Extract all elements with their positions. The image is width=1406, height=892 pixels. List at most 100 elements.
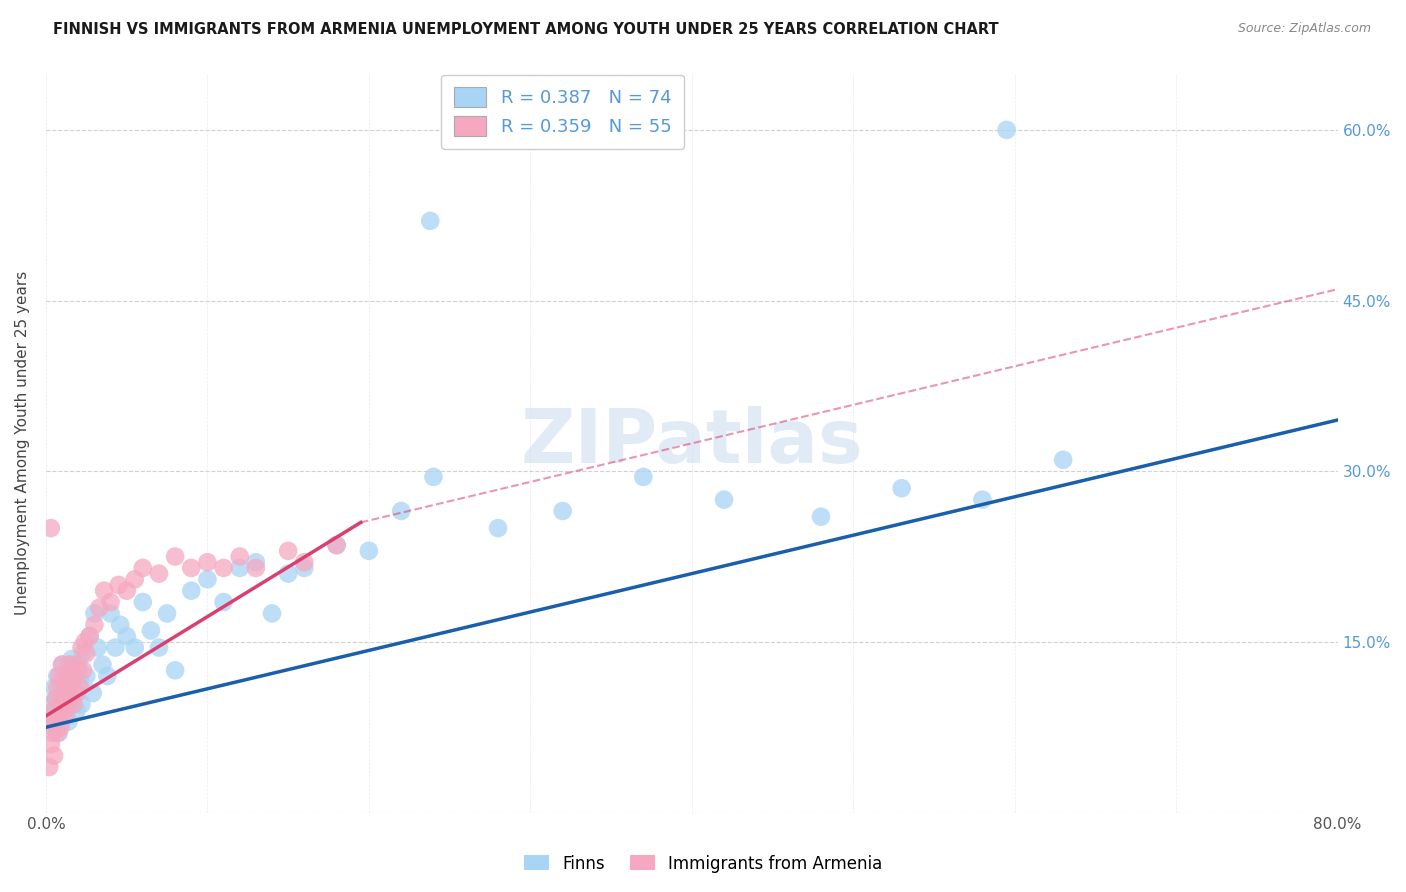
Point xyxy=(107,578,129,592)
Point xyxy=(124,572,146,586)
Point xyxy=(132,561,155,575)
Point xyxy=(110,617,132,632)
Point xyxy=(419,214,441,228)
Point xyxy=(70,698,93,712)
Point xyxy=(58,681,80,695)
Point xyxy=(45,691,67,706)
Point xyxy=(67,657,90,672)
Legend: Finns, Immigrants from Armenia: Finns, Immigrants from Armenia xyxy=(517,848,889,880)
Point xyxy=(56,698,79,712)
Legend: R = 0.387   N = 74, R = 0.359   N = 55: R = 0.387 N = 74, R = 0.359 N = 55 xyxy=(441,75,685,149)
Point xyxy=(59,674,82,689)
Text: Source: ZipAtlas.com: Source: ZipAtlas.com xyxy=(1237,22,1371,36)
Point xyxy=(75,669,97,683)
Point xyxy=(39,737,62,751)
Point xyxy=(277,544,299,558)
Point xyxy=(56,681,79,695)
Point xyxy=(52,674,75,689)
Point xyxy=(62,698,84,712)
Point xyxy=(39,698,62,712)
Point xyxy=(115,583,138,598)
Point xyxy=(633,470,655,484)
Point xyxy=(66,686,89,700)
Point xyxy=(60,691,83,706)
Point xyxy=(810,509,832,524)
Point xyxy=(59,691,82,706)
Point xyxy=(67,663,90,677)
Point xyxy=(165,549,187,564)
Point xyxy=(70,640,93,655)
Point xyxy=(38,760,60,774)
Point xyxy=(245,561,267,575)
Point xyxy=(48,708,70,723)
Point xyxy=(48,669,70,683)
Point xyxy=(73,635,96,649)
Point xyxy=(389,504,412,518)
Point xyxy=(72,646,94,660)
Point xyxy=(104,640,127,655)
Point xyxy=(86,640,108,655)
Point xyxy=(49,698,72,712)
Point xyxy=(59,698,82,712)
Point xyxy=(66,703,89,717)
Text: ZIPatlas: ZIPatlas xyxy=(520,406,863,479)
Point xyxy=(357,544,380,558)
Point xyxy=(115,629,138,643)
Point xyxy=(51,657,73,672)
Point xyxy=(292,555,315,569)
Point xyxy=(51,703,73,717)
Point xyxy=(245,555,267,569)
Point xyxy=(56,669,79,683)
Point xyxy=(46,726,69,740)
Point xyxy=(52,703,75,717)
Point xyxy=(58,714,80,729)
Point xyxy=(42,681,65,695)
Point xyxy=(51,691,73,706)
Point xyxy=(46,669,69,683)
Point xyxy=(83,607,105,621)
Point xyxy=(49,720,72,734)
Point xyxy=(48,698,70,712)
Point xyxy=(75,646,97,660)
Point xyxy=(45,703,67,717)
Point xyxy=(51,657,73,672)
Point xyxy=(42,748,65,763)
Point xyxy=(228,561,250,575)
Point xyxy=(42,714,65,729)
Point xyxy=(197,572,219,586)
Point xyxy=(277,566,299,581)
Point xyxy=(972,492,994,507)
Point xyxy=(325,538,347,552)
Point xyxy=(53,708,76,723)
Point xyxy=(41,720,63,734)
Point xyxy=(48,726,70,740)
Point xyxy=(38,708,60,723)
Point xyxy=(100,607,122,621)
Point xyxy=(62,698,84,712)
Point xyxy=(42,703,65,717)
Text: FINNISH VS IMMIGRANTS FROM ARMENIA UNEMPLOYMENT AMONG YOUTH UNDER 25 YEARS CORRE: FINNISH VS IMMIGRANTS FROM ARMENIA UNEMP… xyxy=(53,22,1000,37)
Point xyxy=(49,681,72,695)
Point xyxy=(79,629,101,643)
Point xyxy=(39,714,62,729)
Point xyxy=(46,708,69,723)
Point xyxy=(63,669,86,683)
Point xyxy=(45,691,67,706)
Point xyxy=(422,470,444,484)
Point xyxy=(63,657,86,672)
Point xyxy=(124,640,146,655)
Point xyxy=(51,691,73,706)
Point xyxy=(156,607,179,621)
Point xyxy=(89,600,111,615)
Point xyxy=(1052,453,1074,467)
Point xyxy=(39,521,62,535)
Point xyxy=(212,561,235,575)
Point xyxy=(52,669,75,683)
Point xyxy=(551,504,574,518)
Point xyxy=(93,583,115,598)
Point xyxy=(82,686,104,700)
Point xyxy=(52,708,75,723)
Point xyxy=(83,617,105,632)
Point xyxy=(53,691,76,706)
Point xyxy=(53,686,76,700)
